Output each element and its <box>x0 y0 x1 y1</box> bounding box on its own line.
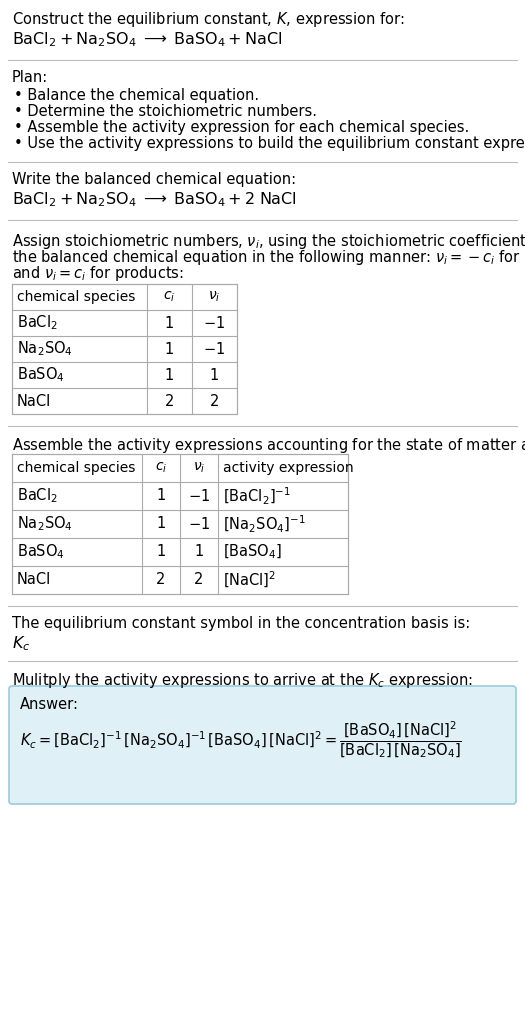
Text: Assign stoichiometric numbers, $\nu_i$, using the stoichiometric coefficients, $: Assign stoichiometric numbers, $\nu_i$, … <box>12 232 525 251</box>
Text: 2: 2 <box>165 394 174 408</box>
Text: $-1$: $-1$ <box>188 516 210 532</box>
Text: $-1$: $-1$ <box>188 488 210 504</box>
Text: 1: 1 <box>156 516 165 531</box>
Text: 1: 1 <box>156 489 165 504</box>
FancyBboxPatch shape <box>9 686 516 804</box>
Text: $c_i$: $c_i$ <box>163 290 176 304</box>
Bar <box>12 284 237 414</box>
Text: $K_c = [\mathrm{BaCl_2}]^{-1}\,[\mathrm{Na_2SO_4}]^{-1}\,[\mathrm{BaSO_4}]\,[\ma: $K_c = [\mathrm{BaCl_2}]^{-1}\,[\mathrm{… <box>20 719 462 760</box>
Text: $K_c$: $K_c$ <box>12 634 30 652</box>
Text: $\nu_i$: $\nu_i$ <box>193 461 205 475</box>
Text: $\mathrm{BaSO_4}$: $\mathrm{BaSO_4}$ <box>17 366 65 385</box>
Text: $\mathrm{Na_2SO_4}$: $\mathrm{Na_2SO_4}$ <box>17 515 73 533</box>
Text: 2: 2 <box>156 573 166 588</box>
Text: NaCl: NaCl <box>17 394 51 408</box>
Text: 1: 1 <box>165 368 174 383</box>
Text: 2: 2 <box>194 573 204 588</box>
Text: $-1$: $-1$ <box>203 341 226 357</box>
Text: activity expression: activity expression <box>223 461 354 475</box>
Text: $\mathrm{Na_2SO_4}$: $\mathrm{Na_2SO_4}$ <box>17 339 73 359</box>
Text: NaCl: NaCl <box>17 573 51 588</box>
Text: chemical species: chemical species <box>17 461 135 475</box>
Text: $\mathrm{BaCl_2 + Na_2SO_4 \;\longrightarrow\; BaSO_4 + NaCl}$: $\mathrm{BaCl_2 + Na_2SO_4 \;\longrighta… <box>12 30 282 48</box>
Text: $\mathrm{BaCl_2}$: $\mathrm{BaCl_2}$ <box>17 487 58 505</box>
Text: Assemble the activity expressions accounting for the state of matter and $\nu_i$: Assemble the activity expressions accoun… <box>12 436 525 454</box>
Text: $\mathrm{BaSO_4}$: $\mathrm{BaSO_4}$ <box>17 542 65 562</box>
Text: The equilibrium constant symbol in the concentration basis is:: The equilibrium constant symbol in the c… <box>12 616 470 631</box>
Bar <box>12 454 348 594</box>
Text: $c_i$: $c_i$ <box>155 461 167 475</box>
Text: $\mathrm{BaCl_2}$: $\mathrm{BaCl_2}$ <box>17 314 58 332</box>
Text: and $\nu_i = c_i$ for products:: and $\nu_i = c_i$ for products: <box>12 264 184 283</box>
Text: Mulitply the activity expressions to arrive at the $K_c$ expression:: Mulitply the activity expressions to arr… <box>12 671 473 690</box>
Text: 1: 1 <box>210 368 219 383</box>
Text: 1: 1 <box>165 315 174 330</box>
Text: • Use the activity expressions to build the equilibrium constant expression.: • Use the activity expressions to build … <box>14 136 525 152</box>
Text: $[\mathrm{BaSO_4}]$: $[\mathrm{BaSO_4}]$ <box>223 542 282 562</box>
Text: • Assemble the activity expression for each chemical species.: • Assemble the activity expression for e… <box>14 120 469 135</box>
Text: 1: 1 <box>194 544 204 560</box>
Text: $[\mathrm{NaCl}]^2$: $[\mathrm{NaCl}]^2$ <box>223 570 276 590</box>
Text: Construct the equilibrium constant, $K$, expression for:: Construct the equilibrium constant, $K$,… <box>12 10 405 29</box>
Text: Write the balanced chemical equation:: Write the balanced chemical equation: <box>12 172 296 187</box>
Text: Plan:: Plan: <box>12 70 48 85</box>
Text: $-1$: $-1$ <box>203 315 226 331</box>
Text: $\mathrm{BaCl_2 + Na_2SO_4 \;\longrightarrow\; BaSO_4 + 2\;NaCl}$: $\mathrm{BaCl_2 + Na_2SO_4 \;\longrighta… <box>12 190 297 209</box>
Text: $[\mathrm{Na_2SO_4}]^{-1}$: $[\mathrm{Na_2SO_4}]^{-1}$ <box>223 513 306 534</box>
Text: • Balance the chemical equation.: • Balance the chemical equation. <box>14 88 259 103</box>
Text: Answer:: Answer: <box>20 697 79 712</box>
Text: $[\mathrm{BaCl_2}]^{-1}$: $[\mathrm{BaCl_2}]^{-1}$ <box>223 486 291 507</box>
Text: • Determine the stoichiometric numbers.: • Determine the stoichiometric numbers. <box>14 104 317 119</box>
Text: 1: 1 <box>165 341 174 357</box>
Text: chemical species: chemical species <box>17 290 135 304</box>
Text: $\nu_i$: $\nu_i$ <box>208 290 220 304</box>
Text: 2: 2 <box>210 394 219 408</box>
Text: 1: 1 <box>156 544 165 560</box>
Text: the balanced chemical equation in the following manner: $\nu_i = -c_i$ for react: the balanced chemical equation in the fo… <box>12 248 525 267</box>
